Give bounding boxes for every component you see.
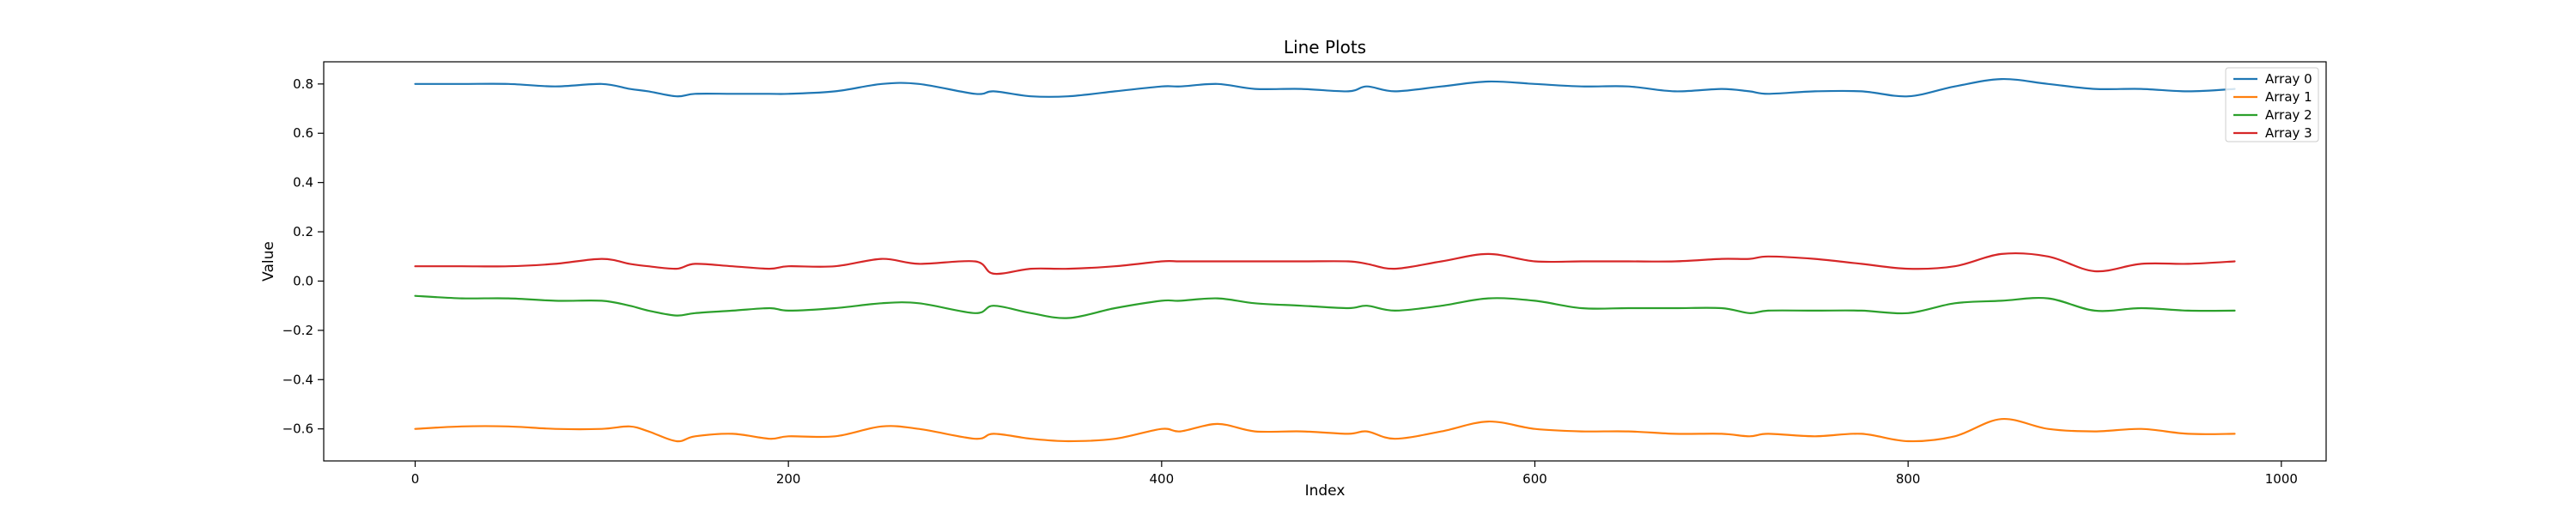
x-tick-label: 0 xyxy=(411,471,420,487)
x-axis-label: Index xyxy=(1305,482,1346,500)
x-tick-label: 400 xyxy=(1150,471,1175,487)
series-line-array-2 xyxy=(414,294,2236,319)
x-tick-label: 200 xyxy=(776,471,801,487)
legend-label: Array 1 xyxy=(2265,89,2312,105)
y-tick-label: 0.8 xyxy=(293,76,313,92)
y-tick-label: −0.4 xyxy=(283,372,313,387)
y-tick-label: 0.0 xyxy=(293,273,313,288)
legend-label: Array 2 xyxy=(2265,107,2312,123)
y-tick-label: 0.2 xyxy=(293,224,313,239)
x-tick-label: 1000 xyxy=(2265,471,2298,487)
legend: Array 0 Array 1 Array 2 Array 3 xyxy=(2225,67,2319,142)
legend-box xyxy=(2225,67,2319,142)
y-axis-label: Value xyxy=(260,241,277,282)
legend-label: Array 3 xyxy=(2265,125,2312,141)
x-tick-label: 600 xyxy=(1522,471,1547,487)
y-tick-label: −0.6 xyxy=(283,421,313,437)
series-line-array-1 xyxy=(414,418,2236,443)
y-tick-label: 0.4 xyxy=(293,175,313,191)
series-line-array-3 xyxy=(414,251,2236,276)
plot-frame xyxy=(323,61,2327,462)
series-line-array-0 xyxy=(414,77,2236,98)
x-axis: 0 200 400 600 800 1000 xyxy=(411,461,2298,487)
y-tick-label: −0.2 xyxy=(283,323,313,338)
y-tick-label: 0.6 xyxy=(293,125,313,141)
legend-label: Array 0 xyxy=(2265,71,2312,87)
series-layer xyxy=(414,77,2236,443)
chart-title: Line Plots xyxy=(1284,37,1366,58)
y-axis: −0.6 −0.4 −0.2 0.0 0.2 0.4 0.6 0.8 xyxy=(283,76,324,437)
x-tick-label: 800 xyxy=(1896,471,1921,487)
